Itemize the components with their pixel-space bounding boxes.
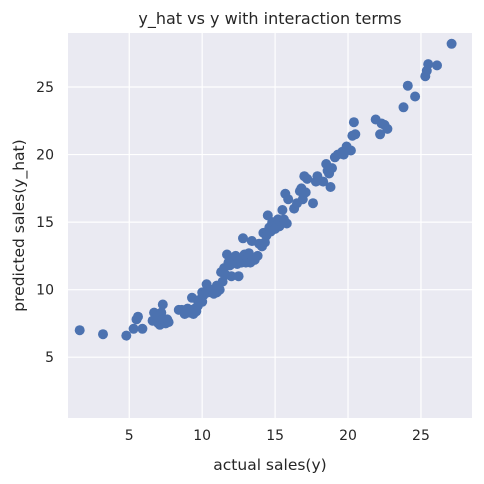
data-point: [121, 331, 131, 341]
data-point: [75, 325, 85, 335]
data-point: [423, 59, 433, 69]
data-point: [253, 251, 263, 261]
y-tick-label: 5: [45, 350, 54, 366]
data-point: [447, 39, 457, 49]
data-point: [350, 129, 360, 139]
data-point: [301, 187, 311, 197]
data-point: [137, 324, 147, 334]
x-tick-label: 5: [125, 428, 134, 444]
data-point: [346, 146, 356, 156]
y-axis-label: predicted sales(y_hat): [10, 139, 29, 311]
data-point: [98, 329, 108, 339]
y-tick-label: 25: [36, 80, 54, 96]
y-tick-label: 20: [36, 148, 54, 164]
data-point: [133, 312, 143, 322]
chart-title: y_hat vs y with interaction terms: [138, 9, 401, 29]
data-point: [399, 102, 409, 112]
y-tick-labels: 5 10 15 20 25: [36, 80, 54, 366]
x-tick-label: 20: [339, 428, 357, 444]
data-point: [382, 124, 392, 134]
data-point: [432, 60, 442, 70]
data-point: [283, 194, 293, 204]
data-point: [282, 219, 292, 229]
data-point: [326, 182, 336, 192]
x-tick-labels: 5 10 15 20 25: [125, 428, 430, 444]
x-tick-label: 25: [412, 428, 430, 444]
x-tick-label: 10: [193, 428, 211, 444]
data-point: [308, 198, 318, 208]
data-point: [403, 81, 413, 91]
x-axis-label: actual sales(y): [213, 456, 326, 474]
data-point: [327, 163, 337, 173]
data-point: [158, 300, 168, 310]
data-point: [238, 233, 248, 243]
y-tick-label: 10: [36, 283, 54, 299]
data-point: [234, 271, 244, 281]
data-point: [302, 174, 312, 184]
y-tick-label: 15: [36, 215, 54, 231]
data-point: [349, 117, 359, 127]
data-point: [277, 205, 287, 215]
data-point: [164, 317, 174, 327]
data-point: [410, 92, 420, 102]
x-tick-label: 15: [266, 428, 284, 444]
data-point: [129, 324, 139, 334]
